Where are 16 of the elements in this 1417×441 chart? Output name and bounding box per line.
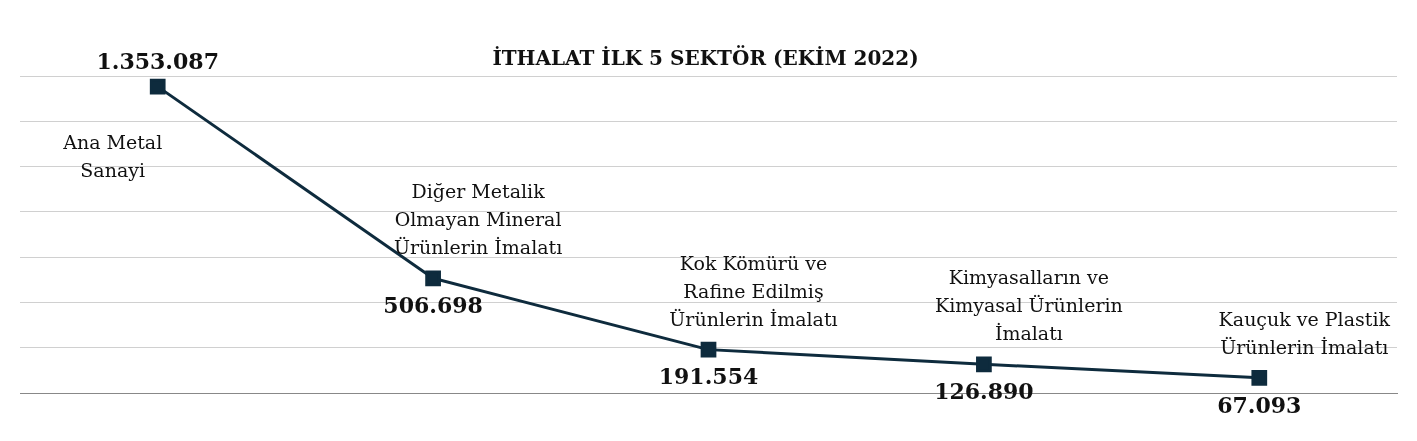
data-label: 126.890 bbox=[934, 377, 1034, 404]
x-tick-label: Kauçuk ve Plastik Ürünlerin İmalatı bbox=[1218, 307, 1391, 358]
point bbox=[700, 341, 717, 358]
data-label: 1.353.087 bbox=[96, 48, 219, 75]
data-label: 191.554 bbox=[658, 363, 759, 390]
x-tick-label: Ana Metal Sanayi bbox=[62, 130, 163, 181]
point bbox=[1251, 369, 1268, 386]
x-tick-label: Diğer Metalik Olmayan Mineral Ürünlerin İmalatı bbox=[393, 180, 563, 259]
point bbox=[149, 78, 166, 95]
x-tick-label: Kok Kömürü ve Rafine Edilmiş Ürünlerin İmalatı bbox=[669, 251, 838, 330]
point bbox=[425, 270, 441, 287]
chart-title: İTHALAT İLK 5 SEKTÖR (EKİM 2022) bbox=[492, 45, 919, 71]
x-tick-label: Kimyasalların ve Kimyasal Ürünlerin İmalatı bbox=[934, 266, 1123, 345]
data-label: 506.698 bbox=[383, 291, 483, 318]
data-label: 67.093 bbox=[1217, 391, 1302, 418]
point bbox=[976, 356, 992, 373]
